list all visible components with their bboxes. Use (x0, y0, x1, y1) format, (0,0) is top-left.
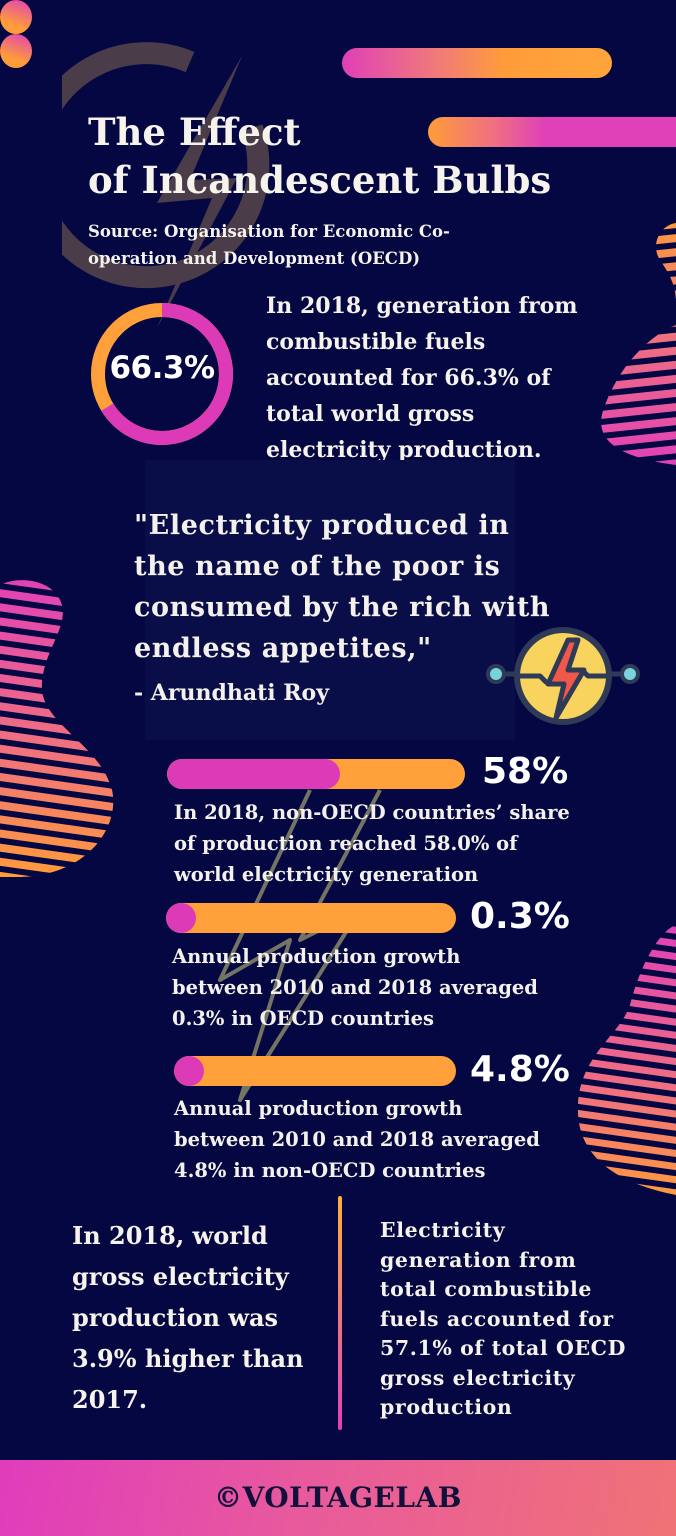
text-line: 4.8% in non-OECD countries (174, 1159, 486, 1182)
text-line: In 2018, world (72, 1221, 268, 1250)
striped-blob-right-top (601, 223, 676, 465)
text-line: gross electricity (72, 1262, 289, 1291)
decorative-gradient-bar (342, 48, 612, 78)
quote-line: "Electricity produced in (134, 510, 510, 541)
quote-line: endless appetites," (134, 633, 432, 664)
text-line: between 2010 and 2018 averaged (172, 976, 538, 999)
donut-value: 66.3% (109, 350, 215, 386)
page-title: The Effect of Incandescent Bulbs (88, 108, 551, 204)
progress-fill (167, 759, 340, 789)
oecd-combustible-fact: Electricity generation from total combus… (380, 1216, 660, 1423)
stat-value: 4.8% (470, 1049, 570, 1090)
text-line: total world gross (266, 401, 475, 427)
gradient-dot (0, 34, 32, 68)
quote-line: the name of the poor is (134, 551, 501, 582)
source-line: Source: Organisation for Economic Co- (88, 222, 450, 241)
text-line: generation from (380, 1247, 577, 1272)
text-line: 0.3% in OECD countries (172, 1007, 434, 1030)
progress-bar-4-8 (174, 1056, 456, 1086)
stat-description: In 2018, non-OECD countries’ share of pr… (174, 797, 594, 890)
progress-fill (166, 903, 196, 933)
column-divider (338, 1196, 342, 1430)
text-line: production (380, 1395, 513, 1419)
text-line: Electricity (380, 1218, 506, 1242)
text-line: In 2018, generation from (266, 293, 578, 319)
footer-banner: ©VOLTAGELAB (0, 1460, 676, 1536)
text-line: fuels accounted for (380, 1306, 614, 1331)
text-line: combustible fuels (266, 329, 486, 355)
text-line: electricity production. (266, 437, 542, 463)
stat-description: Annual production growth between 2010 an… (172, 941, 592, 1034)
quote-text: "Electricity produced in the name of the… (134, 505, 604, 669)
text-line: between 2010 and 2018 averaged (174, 1128, 540, 1151)
source-citation: Source: Organisation for Economic Co- op… (88, 218, 508, 272)
donut-chart-66 (91, 303, 233, 445)
footer-copyright: ©VOLTAGELAB (214, 1480, 462, 1514)
lightning-circuit-icon (486, 627, 640, 725)
progress-bar-0-3 (166, 903, 456, 933)
text-line: 57.1% of total OECD (380, 1336, 626, 1360)
text-line: of production reached 58.0% of (174, 832, 518, 855)
text-line: production was (72, 1303, 279, 1332)
text-line: In 2018, non-OECD countries’ share (174, 801, 570, 824)
striped-blob-left (0, 580, 114, 878)
progress-fill (174, 1056, 204, 1086)
donut-description: In 2018, generation from combustible fue… (266, 288, 606, 468)
text-line: accounted for 66.3% of (266, 365, 551, 391)
title-line: The Effect (88, 110, 301, 154)
quote-line: consumed by the rich with (134, 592, 551, 623)
progress-bar-58 (167, 759, 465, 789)
text-line: 3.9% higher than (72, 1344, 304, 1373)
quote-author: - Arundhati Roy (134, 680, 329, 706)
text-line: Annual production growth (174, 1097, 463, 1120)
text-line: world electricity generation (174, 863, 479, 886)
power-lightning-logo (62, 42, 270, 328)
text-line: gross electricity (380, 1365, 576, 1390)
striped-blob-right-bottom (577, 925, 676, 1195)
stat-description: Annual production growth between 2010 an… (174, 1093, 594, 1186)
text-line: 2017. (72, 1385, 148, 1414)
text-line: Annual production growth (172, 945, 461, 968)
gradient-dot (0, 0, 32, 34)
text-line: total combustible (380, 1277, 593, 1301)
lightning-outline-decoration (218, 789, 382, 1102)
source-line: operation and Development (OECD) (88, 249, 421, 268)
decorative-gradient-bar (428, 117, 676, 147)
title-line: of Incandescent Bulbs (88, 158, 552, 202)
stat-value: 58% (482, 751, 569, 792)
world-production-fact: In 2018, world gross electricity product… (72, 1215, 332, 1420)
stat-value: 0.3% (470, 896, 570, 937)
quote-panel (145, 460, 515, 740)
